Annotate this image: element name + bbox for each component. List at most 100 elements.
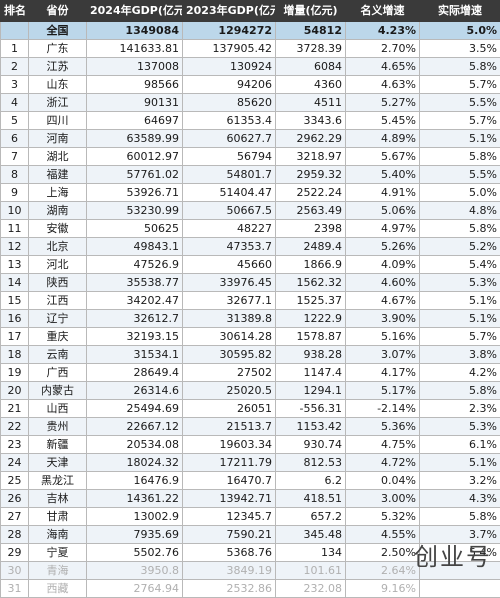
cell-rank: 5 bbox=[1, 112, 29, 130]
cell-increment: 2489.4 bbox=[276, 238, 346, 256]
cell-gdp-2023: 25020.5 bbox=[183, 382, 276, 400]
cell-rank: 7 bbox=[1, 148, 29, 166]
cell-province: 新疆 bbox=[29, 436, 87, 454]
cell-gdp-2023: 130924 bbox=[183, 58, 276, 76]
cell-province: 甘肃 bbox=[29, 508, 87, 526]
cell-increment: -556.31 bbox=[276, 400, 346, 418]
cell-nominal-growth: 5.36% bbox=[346, 418, 420, 436]
cell-nominal-growth: 4.67% bbox=[346, 292, 420, 310]
cell-gdp-2024: 25494.69 bbox=[87, 400, 183, 418]
cell-nominal-growth: 4.97% bbox=[346, 220, 420, 238]
cell-rank: 31 bbox=[1, 580, 29, 598]
cell-gdp-2024: 53926.71 bbox=[87, 184, 183, 202]
cell-increment: 1222.9 bbox=[276, 310, 346, 328]
cell-province: 河南 bbox=[29, 130, 87, 148]
cell-real-growth: 5.0% bbox=[420, 22, 500, 40]
cell-rank: 15 bbox=[1, 292, 29, 310]
cell-gdp-2024: 63589.99 bbox=[87, 130, 183, 148]
cell-gdp-2023: 48227 bbox=[183, 220, 276, 238]
cell-increment: 345.48 bbox=[276, 526, 346, 544]
cell-province: 湖南 bbox=[29, 202, 87, 220]
cell-real-growth bbox=[420, 580, 500, 598]
cell-gdp-2024: 32612.7 bbox=[87, 310, 183, 328]
cell-gdp-2024: 57761.02 bbox=[87, 166, 183, 184]
cell-rank: 25 bbox=[1, 472, 29, 490]
cell-gdp-2024: 32193.15 bbox=[87, 328, 183, 346]
cell-gdp-2023: 19603.34 bbox=[183, 436, 276, 454]
cell-nominal-growth: 5.27% bbox=[346, 94, 420, 112]
cell-increment: 2522.24 bbox=[276, 184, 346, 202]
cell-increment: 938.28 bbox=[276, 346, 346, 364]
cell-increment: 6.2 bbox=[276, 472, 346, 490]
cell-nominal-growth: 2.64% bbox=[346, 562, 420, 580]
cell-increment: 4511 bbox=[276, 94, 346, 112]
cell-nominal-growth: 5.32% bbox=[346, 508, 420, 526]
cell-nominal-growth: 0.04% bbox=[346, 472, 420, 490]
cell-gdp-2024: 31534.1 bbox=[87, 346, 183, 364]
cell-real-growth: 3.2% bbox=[420, 472, 500, 490]
cell-province: 广东 bbox=[29, 40, 87, 58]
cell-rank: 24 bbox=[1, 454, 29, 472]
cell-province: 西藏 bbox=[29, 580, 87, 598]
cell-nominal-growth: 4.09% bbox=[346, 256, 420, 274]
cell-gdp-2024: 35538.77 bbox=[87, 274, 183, 292]
cell-increment: 1153.42 bbox=[276, 418, 346, 436]
cell-nominal-growth: 3.07% bbox=[346, 346, 420, 364]
cell-real-growth: 5.7% bbox=[420, 76, 500, 94]
cell-nominal-growth: 4.72% bbox=[346, 454, 420, 472]
cell-increment: 1578.87 bbox=[276, 328, 346, 346]
cell-nominal-growth: 4.23% bbox=[346, 22, 420, 40]
cell-gdp-2024: 60012.97 bbox=[87, 148, 183, 166]
cell-nominal-growth: -2.14% bbox=[346, 400, 420, 418]
cell-gdp-2024: 2764.94 bbox=[87, 580, 183, 598]
cell-nominal-growth: 4.65% bbox=[346, 58, 420, 76]
cell-gdp-2024: 90131 bbox=[87, 94, 183, 112]
cell-gdp-2023: 16470.7 bbox=[183, 472, 276, 490]
cell-gdp-2024: 14361.22 bbox=[87, 490, 183, 508]
cell-gdp-2024: 5502.76 bbox=[87, 544, 183, 562]
cell-province: 江西 bbox=[29, 292, 87, 310]
cell-rank bbox=[1, 22, 29, 40]
cell-gdp-2023: 17211.79 bbox=[183, 454, 276, 472]
cell-province: 贵州 bbox=[29, 418, 87, 436]
cell-rank: 3 bbox=[1, 76, 29, 94]
cell-province: 宁夏 bbox=[29, 544, 87, 562]
cell-nominal-growth: 3.00% bbox=[346, 490, 420, 508]
cell-rank: 19 bbox=[1, 364, 29, 382]
cell-province: 江苏 bbox=[29, 58, 87, 76]
cell-gdp-2023: 5368.76 bbox=[183, 544, 276, 562]
cell-real-growth: 5.1% bbox=[420, 310, 500, 328]
cell-increment: 101.61 bbox=[276, 562, 346, 580]
cell-real-growth: 4.8% bbox=[420, 202, 500, 220]
cell-increment: 2398 bbox=[276, 220, 346, 238]
cell-rank: 4 bbox=[1, 94, 29, 112]
cell-real-growth: 6.1% bbox=[420, 436, 500, 454]
cell-increment: 3218.97 bbox=[276, 148, 346, 166]
header-gdp-2024: 2024年GDP(亿元) bbox=[87, 1, 183, 22]
cell-gdp-2023: 13942.71 bbox=[183, 490, 276, 508]
cell-gdp-2023: 27502 bbox=[183, 364, 276, 382]
cell-gdp-2023: 45660 bbox=[183, 256, 276, 274]
cell-province: 黑龙江 bbox=[29, 472, 87, 490]
cell-real-growth: 5.5% bbox=[420, 166, 500, 184]
cell-rank: 18 bbox=[1, 346, 29, 364]
cell-gdp-2023: 30614.28 bbox=[183, 328, 276, 346]
cell-real-growth: 5.7% bbox=[420, 328, 500, 346]
cell-province: 天津 bbox=[29, 454, 87, 472]
cell-province: 广西 bbox=[29, 364, 87, 382]
cell-nominal-growth: 5.45% bbox=[346, 112, 420, 130]
cell-increment: 2563.49 bbox=[276, 202, 346, 220]
cell-real-growth: 3.5% bbox=[420, 40, 500, 58]
cell-rank: 1 bbox=[1, 40, 29, 58]
